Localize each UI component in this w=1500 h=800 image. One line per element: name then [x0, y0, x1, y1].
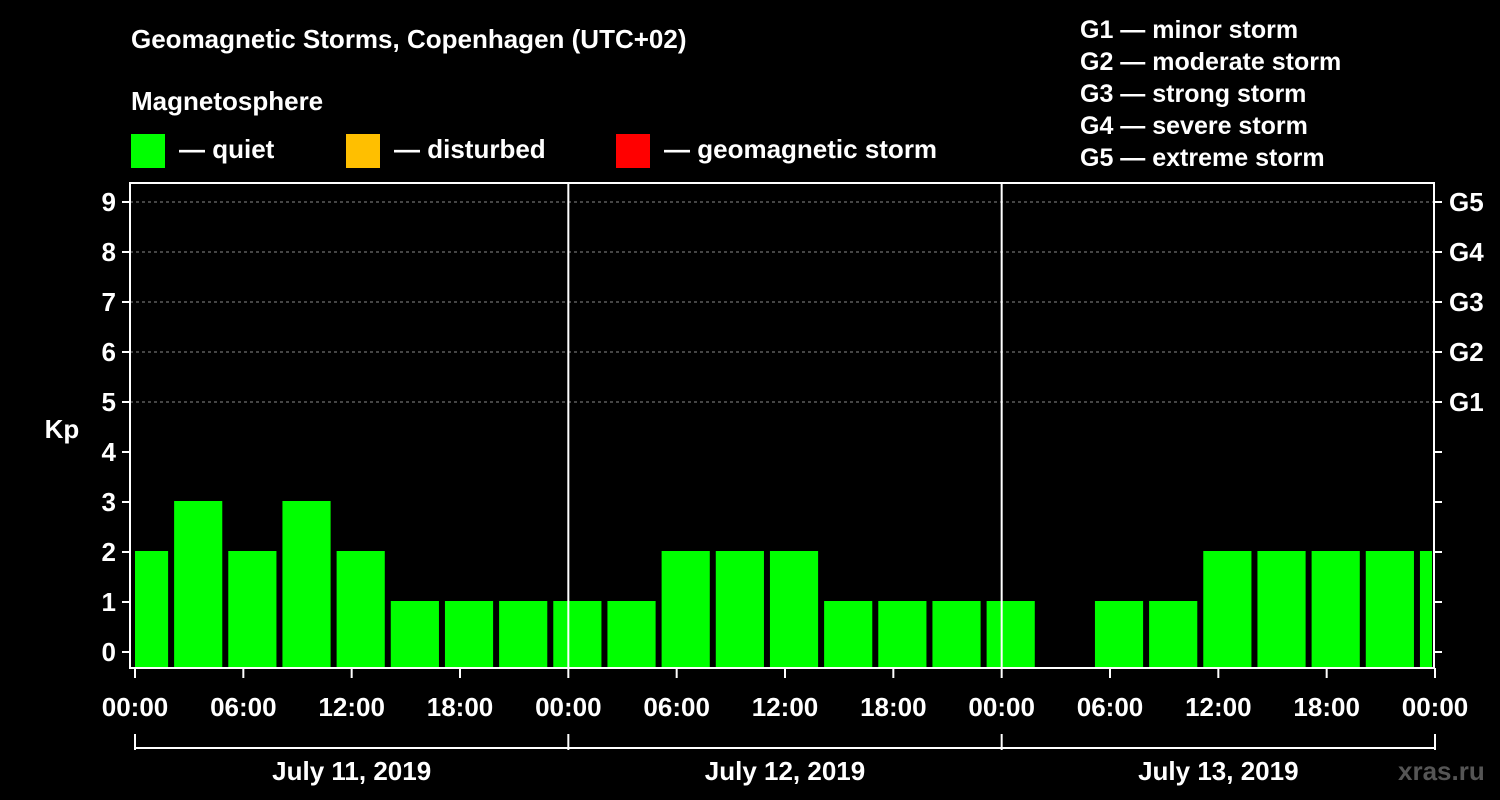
storm-level-label: G3 — [1449, 287, 1484, 317]
kp-bar — [228, 551, 277, 668]
kp-bar — [1203, 551, 1252, 668]
kp-bar — [607, 601, 656, 668]
kp-bar — [986, 601, 1035, 668]
legend-heading: Magnetosphere — [131, 86, 324, 116]
day-label: July 13, 2019 — [1138, 756, 1298, 786]
y-tick-label: 7 — [102, 287, 116, 317]
y-tick-label: 8 — [102, 237, 116, 267]
kp-bar — [282, 501, 331, 668]
kp-bar — [1311, 551, 1360, 668]
x-tick-label: 12:00 — [752, 692, 819, 722]
kp-bar — [553, 601, 602, 668]
storm-level-label: G4 — [1449, 237, 1484, 267]
y-tick-label: 4 — [102, 437, 117, 467]
kp-bar — [715, 551, 764, 668]
y-tick-label: 3 — [102, 487, 116, 517]
kp-bar — [878, 601, 927, 668]
storm-scale-g1: G1 — minor storm — [1080, 16, 1299, 44]
kp-bar — [336, 551, 385, 668]
storm-scale-g4: G4 — severe storm — [1080, 112, 1308, 140]
legend-swatch-storm — [616, 134, 650, 168]
y-tick-label: 2 — [102, 537, 116, 567]
day-label: July 11, 2019 — [272, 756, 431, 786]
y-tick-label: 6 — [102, 337, 116, 367]
day-label: July 12, 2019 — [705, 756, 865, 786]
kp-bar — [932, 601, 981, 668]
storm-scale-legend: G1 — minor storm G2 — moderate storm G3 … — [1080, 14, 1341, 174]
legend-swatch-disturbed — [346, 134, 380, 168]
kp-bar — [824, 601, 873, 668]
kp-bar — [1149, 601, 1198, 668]
storm-scale-g3: G3 — strong storm — [1080, 80, 1307, 108]
kp-bar — [135, 551, 169, 668]
legend-label-disturbed: — disturbed — [394, 134, 546, 164]
kp-bar — [1365, 551, 1414, 668]
x-tick-label: 12:00 — [318, 692, 385, 722]
storm-level-label: G5 — [1449, 187, 1484, 217]
x-tick-label: 06:00 — [210, 692, 277, 722]
x-tick-label: 06:00 — [643, 692, 710, 722]
kp-bar — [661, 551, 710, 668]
y-tick-label: 1 — [102, 587, 116, 617]
x-tick-label: 00:00 — [535, 692, 602, 722]
x-tick-label: 00:00 — [102, 692, 169, 722]
legend-label-quiet: — quiet — [179, 134, 275, 164]
y-tick-label: 9 — [102, 187, 116, 217]
legend-label-storm: — geomagnetic storm — [664, 134, 938, 164]
kp-bar — [1257, 551, 1306, 668]
x-tick-label: 06:00 — [1077, 692, 1144, 722]
storm-level-label: G1 — [1449, 387, 1484, 417]
kp-bar — [769, 551, 819, 668]
storm-scale-g5: G5 — extreme storm — [1080, 144, 1325, 172]
x-tick-label: 18:00 — [427, 692, 494, 722]
y-axis-title: Kp — [45, 414, 80, 444]
storm-scale-g2: G2 — moderate storm — [1080, 48, 1342, 76]
legend-swatch-quiet — [131, 134, 165, 168]
x-tick-label: 18:00 — [860, 692, 927, 722]
x-tick-label: 00:00 — [968, 692, 1035, 722]
y-tick-label: 5 — [102, 387, 116, 417]
kp-bar — [1094, 601, 1144, 668]
watermark: xras.ru — [1398, 756, 1485, 786]
kp-bar — [390, 601, 439, 668]
x-tick-label: 00:00 — [1402, 692, 1469, 722]
kp-bar — [1419, 551, 1432, 668]
plot-frame — [129, 182, 1435, 669]
kp-bar — [499, 601, 548, 668]
x-tick-label: 12:00 — [1185, 692, 1252, 722]
kp-bar — [444, 601, 494, 668]
kp-bar — [174, 501, 223, 668]
chart-title: Geomagnetic Storms, Copenhagen (UTC+02) — [131, 24, 687, 54]
y-tick-label: 0 — [102, 637, 116, 667]
x-tick-label: 18:00 — [1293, 692, 1360, 722]
storm-level-label: G2 — [1449, 337, 1484, 367]
